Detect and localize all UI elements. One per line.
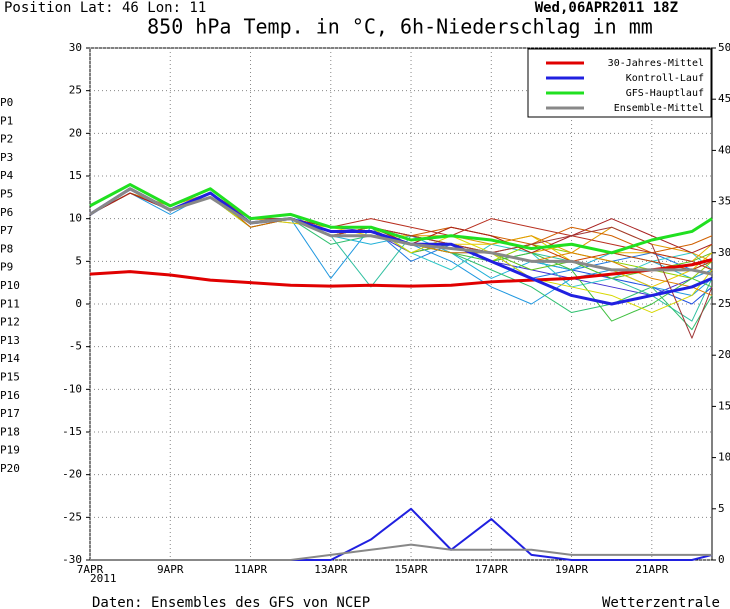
y-tick-label: 25 bbox=[69, 84, 82, 97]
member-label: P13 bbox=[0, 334, 20, 347]
y2-tick-label: 25 bbox=[718, 297, 730, 310]
main-line bbox=[89, 187, 713, 276]
run-time: Wed,06APR2011 18Z bbox=[535, 0, 678, 16]
y2-tick-label: 35 bbox=[718, 195, 730, 208]
x-tick-label: 21APR bbox=[635, 563, 668, 576]
y-tick-label: -5 bbox=[69, 340, 82, 353]
x-tick-label: 7APR bbox=[77, 563, 104, 576]
brand: Wetterzentrale bbox=[602, 595, 720, 609]
member-label: P3 bbox=[0, 151, 13, 164]
y2-tick-label: 0 bbox=[718, 553, 725, 566]
legend-label: 30-Jahres-Mittel bbox=[608, 58, 704, 69]
legend-label: Kontroll-Lauf bbox=[626, 73, 704, 84]
member-label: P10 bbox=[0, 279, 20, 292]
member-label: P20 bbox=[0, 462, 20, 475]
member-label: P19 bbox=[0, 444, 20, 457]
x-tick-label: 11APR bbox=[234, 563, 267, 576]
member-label: P5 bbox=[0, 188, 13, 201]
member-label: P12 bbox=[0, 316, 20, 329]
y2-tick-label: 20 bbox=[718, 348, 730, 361]
y-tick-label: 20 bbox=[69, 126, 82, 139]
member-label: P9 bbox=[0, 261, 13, 274]
member-label: P8 bbox=[0, 242, 13, 255]
legend bbox=[527, 48, 712, 118]
y-tick-label: 0 bbox=[75, 297, 82, 310]
x-tick-label: 19APR bbox=[555, 563, 588, 576]
member-label: P18 bbox=[0, 425, 20, 438]
y2-tick-label: 10 bbox=[718, 451, 730, 464]
member-label: P2 bbox=[0, 133, 13, 146]
y-tick-label: 30 bbox=[69, 41, 82, 54]
main-line bbox=[89, 183, 713, 255]
y-tick-label: -10 bbox=[62, 382, 82, 395]
y2-tick-label: 50 bbox=[718, 41, 730, 54]
member-label: P11 bbox=[0, 297, 20, 310]
chart-title: 850 hPa Temp. in °C, 6h-Niederschlag in … bbox=[147, 15, 653, 39]
member-label: P7 bbox=[0, 224, 13, 237]
position: Position Lat: 46 Lon: 11 bbox=[4, 0, 206, 16]
x-tick-label: 15APR bbox=[394, 563, 427, 576]
legend-label: GFS-Hauptlauf bbox=[626, 88, 704, 99]
member-label: P6 bbox=[0, 206, 13, 219]
main-line bbox=[89, 258, 713, 288]
source: Daten: Ensembles des GFS von NCEP bbox=[92, 595, 370, 609]
y2-tick-label: 30 bbox=[718, 246, 730, 259]
y2-tick-label: 5 bbox=[718, 502, 725, 515]
year: 2011 bbox=[90, 572, 117, 585]
y-tick-label: 15 bbox=[69, 169, 82, 182]
y2-tick-label: 45 bbox=[718, 92, 730, 105]
precip-line bbox=[90, 543, 712, 561]
y-tick-label: 5 bbox=[75, 254, 82, 267]
y-tick-label: -20 bbox=[62, 468, 82, 481]
y2-tick-label: 15 bbox=[718, 399, 730, 412]
y-tick-label: -15 bbox=[62, 425, 82, 438]
x-tick-label: 9APR bbox=[157, 563, 184, 576]
y-tick-label: -25 bbox=[62, 510, 82, 523]
y2-tick-label: 40 bbox=[718, 143, 730, 156]
member-label: P16 bbox=[0, 389, 20, 402]
member-label: P0 bbox=[0, 96, 13, 109]
x-tick-label: 17APR bbox=[475, 563, 508, 576]
y-tick-label: -30 bbox=[62, 553, 82, 566]
member-label: P4 bbox=[0, 169, 14, 182]
member-label: P15 bbox=[0, 371, 20, 384]
member-label: P1 bbox=[0, 114, 13, 127]
member-label: P17 bbox=[0, 407, 20, 420]
y-tick-label: 10 bbox=[69, 212, 82, 225]
x-tick-label: 13APR bbox=[314, 563, 347, 576]
legend-label: Ensemble-Mittel bbox=[614, 103, 704, 114]
member-label: P14 bbox=[0, 352, 20, 365]
